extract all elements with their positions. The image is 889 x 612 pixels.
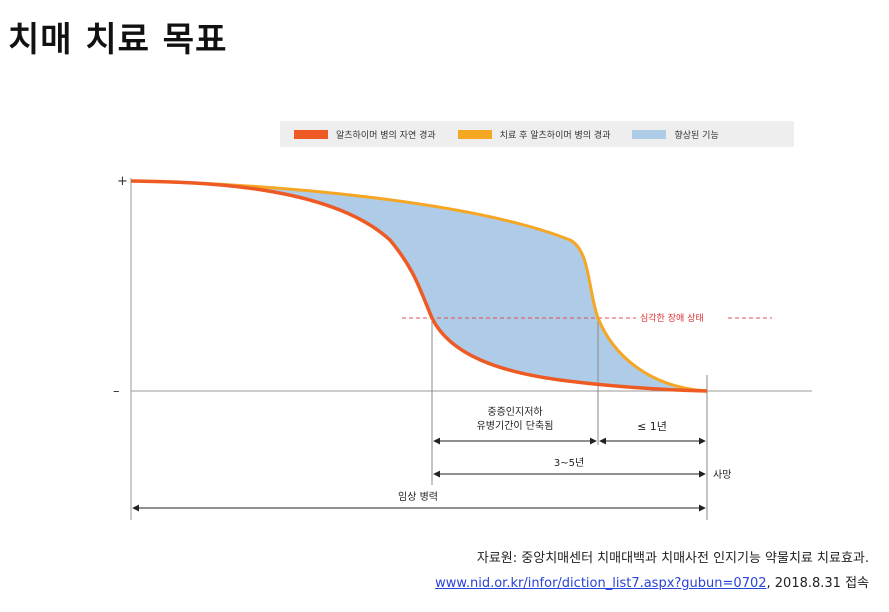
treated-course-curve (130, 179, 708, 393)
legend-swatch-treated (457, 129, 492, 139)
minus-label: – (113, 384, 120, 399)
legend-label-improved: 향상된 기능 (674, 130, 719, 141)
source-line-1: 자료원: 중앙치매센터 치매대백과 치매사전 인지기능 약물치료 치료효과. (476, 551, 869, 566)
legend-item-improved: 향상된 기능 (632, 128, 719, 141)
legend-item-treated: 치료 후 알츠하이머 병의 경과 (457, 128, 611, 141)
natural-course-curve (130, 179, 708, 393)
shortened-label-2: 유병기간이 단축됨 (477, 420, 554, 432)
three-to-five-label: 3~5년 (554, 457, 584, 469)
source-access-date: , 2018.8.31 접속 (766, 576, 869, 591)
severe-impairment-label: 심각한 장애 상태 (640, 312, 704, 324)
legend: 알츠하이머 병의 자연 경과 치료 후 알츠하이머 병의 경과 향상된 기능 (280, 121, 794, 147)
plus-label: + (117, 174, 128, 189)
source-line-2: www.nid.or.kr/infor/diction_list7.aspx?g… (435, 571, 869, 596)
legend-label-treated: 치료 후 알츠하이머 병의 경과 (499, 130, 611, 141)
source-link[interactable]: www.nid.or.kr/infor/diction_list7.aspx?g… (435, 576, 767, 591)
clinical-course-label: 임상 병력 (398, 490, 438, 503)
death-label: 사망 (713, 469, 731, 481)
legend-item-natural: 알츠하이머 병의 자연 경과 (294, 128, 436, 141)
shortened-label-1: 중증인지저하 (487, 405, 542, 418)
le-one-year-label: ≤ 1년 (637, 420, 667, 433)
legend-swatch-natural (294, 129, 328, 139)
source-citation: 자료원: 중앙치매센터 치매대백과 치매사전 인지기능 약물치료 치료효과. w… (435, 546, 869, 596)
legend-label-natural: 알츠하이머 병의 자연 경과 (336, 130, 436, 141)
legend-swatch-improved (632, 129, 667, 139)
page-title: 치매 치료 목표 (8, 20, 228, 60)
